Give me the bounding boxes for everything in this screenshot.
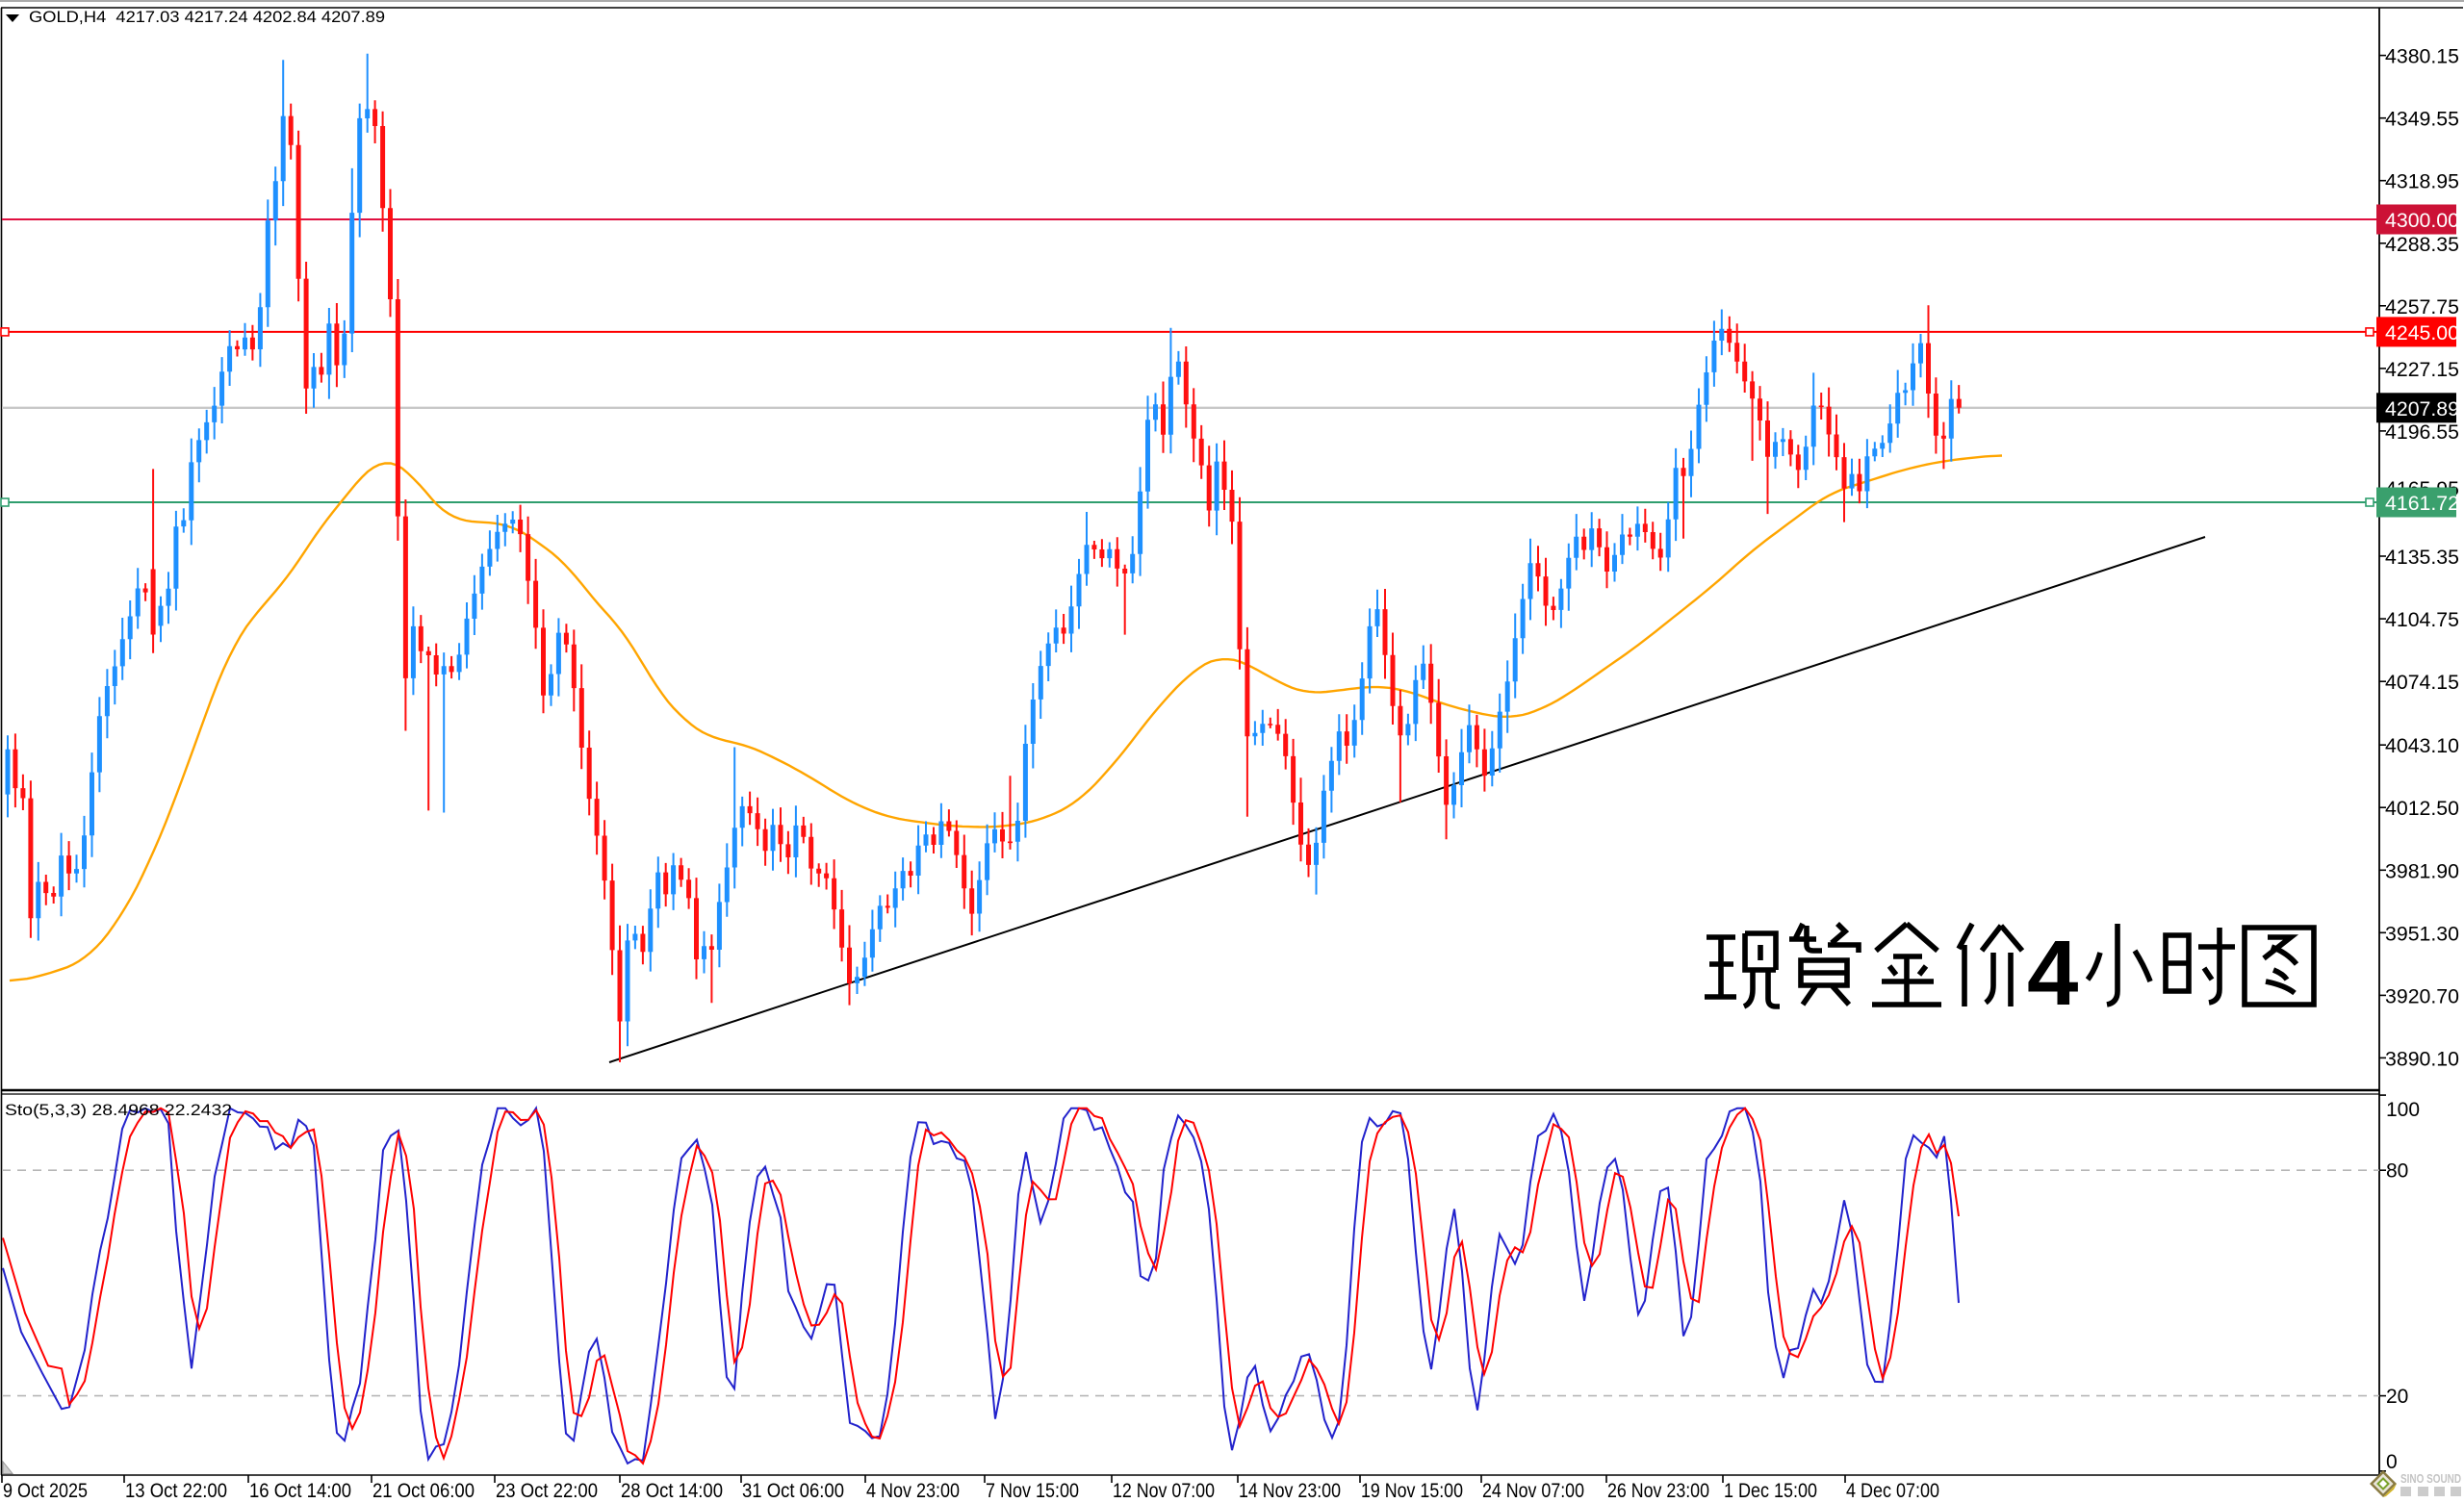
svg-text:24 Nov 07:00: 24 Nov 07:00 <box>1482 1479 1584 1502</box>
svg-text:4318.95: 4318.95 <box>2385 171 2459 193</box>
svg-text:4349.55: 4349.55 <box>2385 109 2459 131</box>
svg-text:4300.00: 4300.00 <box>2385 210 2459 232</box>
svg-text:26 Nov 23:00: 26 Nov 23:00 <box>1607 1479 1709 1502</box>
svg-text:3951.30: 3951.30 <box>2385 923 2459 945</box>
svg-text:4135.35: 4135.35 <box>2385 547 2459 569</box>
svg-text:4 Nov 23:00: 4 Nov 23:00 <box>866 1479 960 1502</box>
svg-text:12 Nov 07:00: 12 Nov 07:00 <box>1113 1479 1215 1502</box>
svg-text:4227.15: 4227.15 <box>2385 359 2459 381</box>
svg-text:1 Dec 15:00: 1 Dec 15:00 <box>1724 1479 1817 1502</box>
svg-text:3890.10: 3890.10 <box>2385 1048 2459 1070</box>
svg-text:3920.70: 3920.70 <box>2385 985 2459 1007</box>
svg-text:4380.15: 4380.15 <box>2385 46 2459 68</box>
svg-text:4074.15: 4074.15 <box>2385 672 2459 694</box>
svg-text:4: 4 <box>2027 922 2078 1025</box>
svg-text:13 Oct 22:00: 13 Oct 22:00 <box>125 1479 227 1502</box>
svg-text:21 Oct 06:00: 21 Oct 06:00 <box>372 1479 475 1502</box>
svg-text:3981.90: 3981.90 <box>2385 860 2459 882</box>
svg-text:31 Oct 06:00: 31 Oct 06:00 <box>742 1479 844 1502</box>
svg-text:4288.35: 4288.35 <box>2385 234 2459 256</box>
svg-text:4207.89: 4207.89 <box>2385 398 2459 420</box>
svg-text:GOLD,H4 4217.03 4217.24 4202.: GOLD,H4 4217.03 4217.24 4202.84 4207.89 <box>29 8 385 26</box>
svg-text:4196.55: 4196.55 <box>2385 421 2459 444</box>
svg-text:19 Nov 15:00: 19 Nov 15:00 <box>1361 1479 1463 1502</box>
svg-text:Sto(5,3,3) 28.4968 22.2432: Sto(5,3,3) 28.4968 22.2432 <box>5 1101 232 1119</box>
svg-text:9 Oct 2025: 9 Oct 2025 <box>3 1479 88 1502</box>
svg-text:4257.75: 4257.75 <box>2385 296 2459 318</box>
svg-text:23 Oct 22:00: 23 Oct 22:00 <box>496 1479 598 1502</box>
svg-text:4 Dec 07:00: 4 Dec 07:00 <box>1846 1479 1939 1502</box>
svg-text:80: 80 <box>2386 1160 2408 1183</box>
svg-text:4104.75: 4104.75 <box>2385 609 2459 631</box>
svg-text:16 Oct 14:00: 16 Oct 14:00 <box>249 1479 351 1502</box>
svg-text:0: 0 <box>2386 1451 2398 1473</box>
svg-text:4012.50: 4012.50 <box>2385 798 2459 820</box>
svg-text:4161.72: 4161.72 <box>2385 493 2459 515</box>
svg-text:4245.00: 4245.00 <box>2385 322 2459 344</box>
svg-text:20: 20 <box>2386 1386 2408 1408</box>
svg-text:7 Nov 15:00: 7 Nov 15:00 <box>986 1479 1079 1502</box>
svg-text:4043.10: 4043.10 <box>2385 735 2459 757</box>
svg-text:SINO SOUND: SINO SOUND <box>2400 1471 2461 1486</box>
svg-text:28 Oct 14:00: 28 Oct 14:00 <box>621 1479 723 1502</box>
svg-text:14 Nov 23:00: 14 Nov 23:00 <box>1239 1479 1341 1502</box>
svg-text:100: 100 <box>2386 1099 2420 1121</box>
